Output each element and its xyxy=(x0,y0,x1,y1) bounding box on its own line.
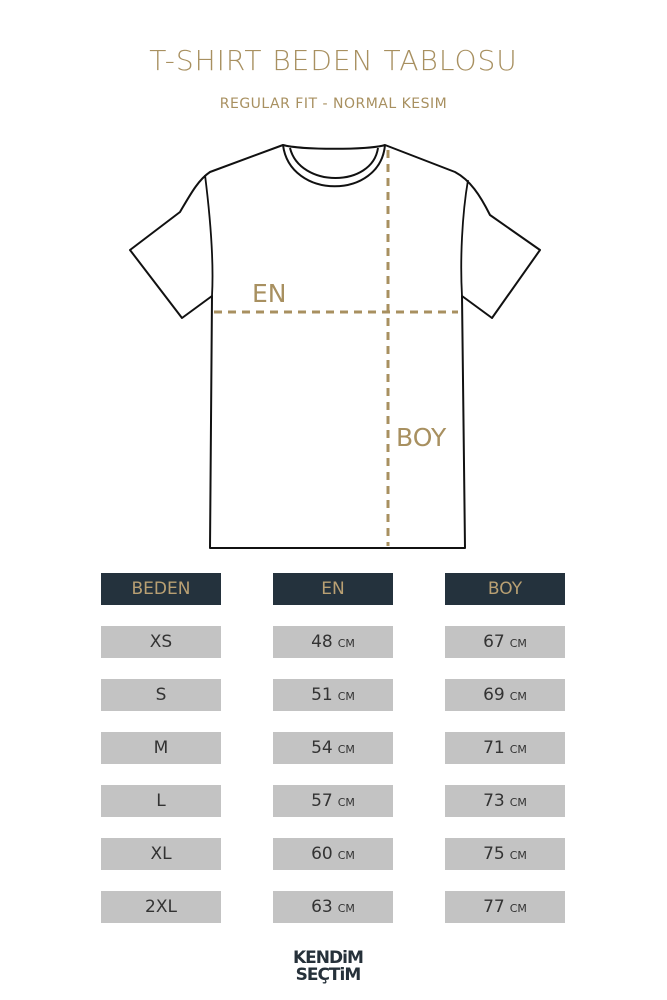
cell-boy: 69 CM xyxy=(445,679,565,711)
cell-value: XS xyxy=(149,632,173,652)
cell-en: 51 CM xyxy=(273,679,393,711)
cell-value: 2XL xyxy=(145,897,177,917)
cell-value: 54 xyxy=(311,738,333,758)
cell-value: S xyxy=(155,685,167,705)
cell-value: XL xyxy=(150,844,172,864)
cell-size: 2XL xyxy=(101,891,221,923)
unit-label: CM xyxy=(509,637,527,650)
cell-boy: 71 CM xyxy=(445,732,565,764)
cell-value: 67 xyxy=(483,632,505,652)
unit-label: CM xyxy=(337,637,355,650)
tshirt-collar xyxy=(282,144,386,188)
unit-label: CM xyxy=(509,690,527,703)
cell-en: 54 CM xyxy=(273,732,393,764)
cell-boy: 67 CM xyxy=(445,626,565,658)
cell-value: 63 xyxy=(311,897,333,917)
length-label: BOY xyxy=(396,423,447,452)
cell-value: 73 xyxy=(483,791,505,811)
unit-label: CM xyxy=(337,690,355,703)
cell-size: L xyxy=(101,785,221,817)
cell-value: 75 xyxy=(483,844,505,864)
cell-size: XS xyxy=(101,626,221,658)
logo-line2: SEÇTiM xyxy=(295,965,362,985)
logo-line1: KENDiM xyxy=(293,948,364,968)
page-subtitle: REGULAR FIT - NORMAL KESIM xyxy=(219,96,448,112)
cell-value: 60 xyxy=(311,844,333,864)
cell-en: 48 CM xyxy=(273,626,393,658)
tshirt-outline xyxy=(129,144,541,549)
cell-size: M xyxy=(101,732,221,764)
cell-en: 57 CM xyxy=(273,785,393,817)
cell-en: 63 CM xyxy=(273,891,393,923)
cell-size: XL xyxy=(101,838,221,870)
cell-boy: 77 CM xyxy=(445,891,565,923)
unit-label: CM xyxy=(337,796,355,809)
header-boy: BOY xyxy=(445,573,565,605)
cell-boy: 73 CM xyxy=(445,785,565,817)
cell-value: L xyxy=(156,791,166,811)
cell-value: 57 xyxy=(311,791,333,811)
cell-value: 69 xyxy=(483,685,505,705)
page-title: T-SHIRT BEDEN TABLOSU xyxy=(149,44,518,77)
cell-en: 60 CM xyxy=(273,838,393,870)
unit-label: CM xyxy=(337,849,355,862)
brand-logo: KENDiM SEÇTiM xyxy=(293,948,364,985)
unit-label: CM xyxy=(509,902,527,915)
unit-label: CM xyxy=(337,743,355,756)
width-label: EN xyxy=(252,279,287,308)
cell-size: S xyxy=(101,679,221,711)
unit-label: CM xyxy=(509,743,527,756)
cell-boy: 75 CM xyxy=(445,838,565,870)
unit-label: CM xyxy=(509,849,527,862)
unit-label: CM xyxy=(337,902,355,915)
cell-value: M xyxy=(153,738,169,758)
tshirt-diagram: EN BOY xyxy=(129,144,541,549)
header-en: EN xyxy=(273,573,393,605)
cell-value: 48 xyxy=(311,632,333,652)
header-beden: BEDEN xyxy=(101,573,221,605)
cell-value: 51 xyxy=(311,685,333,705)
cell-value: 77 xyxy=(483,897,505,917)
unit-label: CM xyxy=(509,796,527,809)
cell-value: 71 xyxy=(483,738,505,758)
